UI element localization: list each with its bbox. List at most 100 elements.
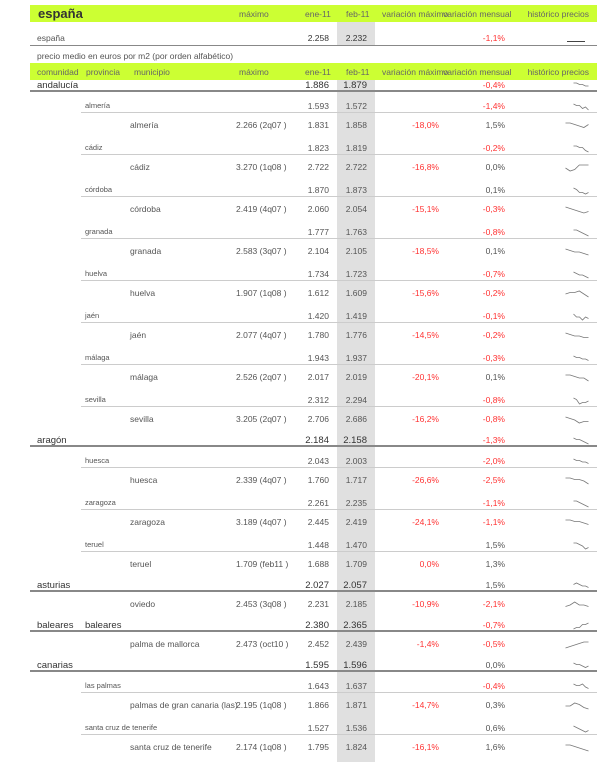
comunidad-name: asturias bbox=[37, 580, 71, 591]
provincia-row: huelva 1.734 1.723 -0,7% bbox=[81, 264, 597, 281]
feb-value: 1.824 bbox=[345, 742, 367, 752]
municipio-row: huesca 2.339 (4q07 ) 1.760 1.717 -26,6% -2,5% bbox=[30, 468, 597, 493]
spain-var-mens: -1,1% bbox=[482, 33, 505, 43]
municipio-row: almería 2.266 (2q07 ) 1.831 1.858 -18,0% 1,5% bbox=[30, 113, 597, 138]
comunidad-name: andalucía bbox=[37, 80, 79, 91]
ene-value: 2.380 bbox=[305, 620, 329, 631]
ene-value: 2.184 bbox=[305, 435, 329, 446]
provincia-name: málaga bbox=[85, 353, 110, 362]
sparkline-line bbox=[573, 313, 589, 321]
maximo-value: 1.907 (1q08 ) bbox=[236, 288, 287, 298]
provincia-row: teruel 1.448 1.470 1,5% bbox=[81, 535, 597, 552]
price-history-sparkline bbox=[573, 683, 589, 689]
ene-value: 2.722 bbox=[307, 162, 329, 172]
ene-value: 1.734 bbox=[307, 269, 329, 279]
var-mens-value: -0,7% bbox=[482, 620, 505, 630]
var-mens-value: -0,2% bbox=[482, 288, 505, 298]
provincia-name: baleares bbox=[85, 620, 122, 631]
provincia-name: jaén bbox=[85, 311, 100, 320]
municipio-name: málaga bbox=[130, 372, 158, 382]
ene-value: 1.780 bbox=[307, 330, 329, 340]
spain-row: españa 2.258 2.232 -1,1% bbox=[30, 30, 597, 46]
provincia-row: las palmas 1.643 1.637 -0,4% bbox=[81, 672, 597, 693]
ene-value: 2.312 bbox=[307, 395, 329, 405]
feb-value: 2.158 bbox=[343, 435, 367, 446]
var-mens-value: -0,3% bbox=[482, 353, 505, 363]
sparkline-line bbox=[565, 702, 589, 710]
feb-value: 1.470 bbox=[345, 540, 367, 550]
ene-value: 1.823 bbox=[307, 143, 329, 153]
provincia-name: santa cruz de tenerife bbox=[85, 723, 158, 732]
var-max-value: -16,1% bbox=[412, 742, 439, 752]
feb-value: 1.572 bbox=[345, 101, 367, 111]
municipio-name: almería bbox=[130, 120, 159, 130]
var-max-value: -20,1% bbox=[412, 372, 439, 382]
var-max-value: -15,1% bbox=[412, 204, 439, 214]
maximo-value: 2.266 (2q07 ) bbox=[236, 120, 287, 130]
var-mens-value: 0,3% bbox=[485, 700, 505, 710]
var-mens-value: 0,0% bbox=[485, 162, 505, 172]
col-var-mens: variación mensual bbox=[443, 67, 512, 77]
sparkline-line bbox=[573, 397, 589, 405]
feb-value: 1.873 bbox=[345, 185, 367, 195]
maximo-value: 2.195 (1q08 ) bbox=[236, 700, 287, 710]
ene-value: 1.795 bbox=[307, 742, 329, 752]
price-history-sparkline bbox=[573, 437, 589, 445]
maximo-value: 2.419 (4q07 ) bbox=[236, 204, 287, 214]
var-mens-value: -0,2% bbox=[482, 330, 505, 340]
var-max-value: -14,7% bbox=[412, 700, 439, 710]
var-mens-value: -2,1% bbox=[482, 599, 505, 609]
sparkline-line bbox=[565, 122, 589, 128]
col-historico: histórico precios bbox=[527, 9, 589, 19]
feb-value: 2.019 bbox=[345, 372, 367, 382]
ene-value: 1.943 bbox=[307, 353, 329, 363]
ene-value: 2.017 bbox=[307, 372, 329, 382]
var-mens-value: -0,8% bbox=[482, 227, 505, 237]
maximo-value: 2.526 (2q07 ) bbox=[236, 372, 287, 382]
provincia-name: las palmas bbox=[85, 681, 121, 690]
feb-value: 2.003 bbox=[345, 456, 367, 466]
var-mens-value: -0,7% bbox=[482, 269, 505, 279]
col-maximo: máximo bbox=[239, 9, 269, 19]
comunidad-row: andalucía 1.886 1.879 -0,4% bbox=[30, 77, 597, 92]
feb-column-highlight bbox=[337, 80, 375, 762]
feb-value: 1.709 bbox=[345, 559, 367, 569]
ene-value: 1.688 bbox=[307, 559, 329, 569]
price-history-sparkline bbox=[573, 187, 589, 195]
feb-value: 1.879 bbox=[343, 80, 367, 91]
feb-value: 1.819 bbox=[345, 143, 367, 153]
var-mens-value: -0,2% bbox=[482, 143, 505, 153]
col-feb: feb-11 bbox=[346, 9, 370, 19]
municipio-name: sevilla bbox=[130, 414, 154, 424]
provincia-row: málaga 1.943 1.937 -0,3% bbox=[81, 348, 597, 365]
feb-value: 1.871 bbox=[345, 700, 367, 710]
municipio-row: teruel 1.709 (feb11 ) 1.688 1.709 0,0% 1,3% bbox=[30, 552, 597, 577]
sparkline-line bbox=[573, 542, 589, 550]
col-var-mens: variación mensual bbox=[443, 9, 512, 19]
sparkline-line bbox=[565, 641, 589, 649]
feb-value: 2.686 bbox=[345, 414, 367, 424]
feb-value: 1.609 bbox=[345, 288, 367, 298]
provincia-name: sevilla bbox=[85, 395, 106, 404]
price-history-sparkline bbox=[573, 355, 589, 361]
var-max-value: -16,8% bbox=[412, 162, 439, 172]
sparkline-line bbox=[565, 601, 589, 607]
ene-value: 1.777 bbox=[307, 227, 329, 237]
var-mens-value: -2,5% bbox=[482, 475, 505, 485]
price-history-sparkline bbox=[565, 206, 589, 214]
maximo-value: 2.473 (oct10 ) bbox=[236, 639, 289, 649]
var-mens-value: -0,4% bbox=[482, 681, 505, 691]
municipio-row: oviedo 2.453 (3q08 ) 2.231 2.185 -10,9% -2,1% bbox=[30, 592, 597, 617]
comunidad-row: canarias 1.595 1.596 0,0% bbox=[30, 657, 597, 672]
comunidad-row: baleares baleares 2.380 2.365 -0,7% bbox=[30, 617, 597, 632]
sparkline-line bbox=[573, 683, 589, 689]
spain-ene: 2.258 bbox=[307, 33, 329, 43]
ene-value: 1.870 bbox=[307, 185, 329, 195]
var-max-value: -18,0% bbox=[412, 120, 439, 130]
var-mens-value: -0,1% bbox=[482, 311, 505, 321]
price-history-sparkline bbox=[565, 122, 589, 128]
sparkline-line bbox=[573, 500, 589, 508]
sparkline-line bbox=[573, 662, 589, 668]
provincia-row: jaén 1.420 1.419 -0,1% bbox=[81, 306, 597, 323]
comunidad-name: aragón bbox=[37, 435, 67, 446]
